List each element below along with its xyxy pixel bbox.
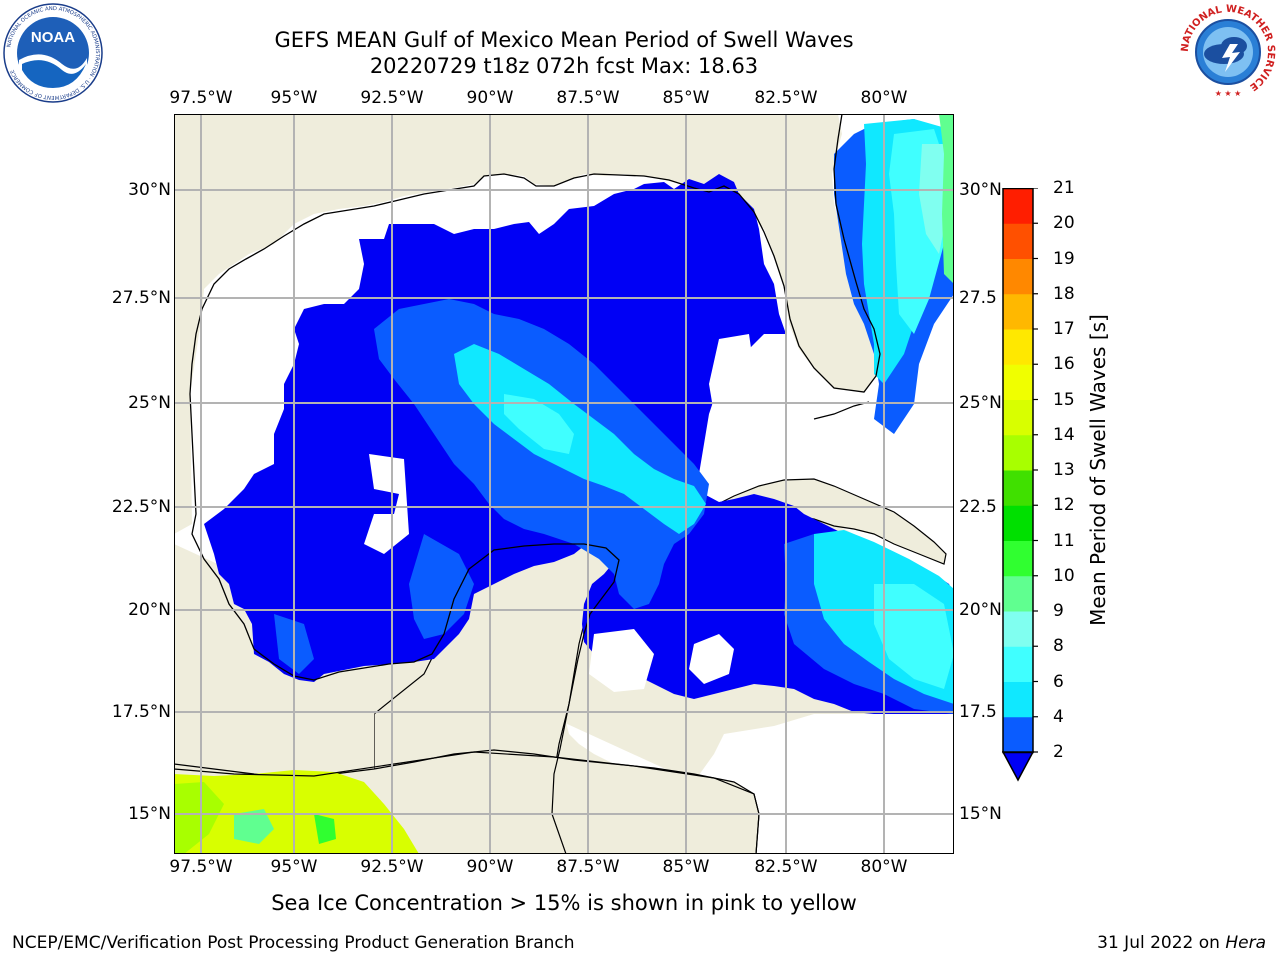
lon-label-top: 85°W <box>662 88 710 108</box>
colorbar-segment <box>1003 681 1033 718</box>
coastline-gulf <box>189 114 881 395</box>
swell-region-6-8s <box>504 394 574 454</box>
lat-label-right: 27.5 <box>959 288 997 308</box>
lon-label-bottom: 80°W <box>860 857 908 877</box>
lon-label-top: 80°W <box>860 88 908 108</box>
colorbar-label: Mean Period of Swell Waves [s] <box>1086 314 1110 626</box>
colorbar-segment <box>1003 223 1033 259</box>
colorbar-segment <box>1003 293 1033 330</box>
swell-region-8-9s <box>919 144 949 254</box>
colorbar-tick-label: 4 <box>1053 706 1064 727</box>
footer-host: Hera <box>1225 933 1266 953</box>
pacific-swell-green-b <box>234 809 274 844</box>
lon-label-bottom: 92.5°W <box>360 857 424 877</box>
pacific-swell-green-c <box>314 814 336 844</box>
lon-label-top: 87.5°W <box>556 88 620 108</box>
chart-title: GEFS MEAN Gulf of Mexico Mean Period of … <box>274 28 854 52</box>
nodata-patch-4 <box>689 634 734 684</box>
swell-period-map <box>174 114 954 854</box>
colorbar-tick-label: 18 <box>1053 283 1075 304</box>
colorbar-segment <box>1003 434 1033 471</box>
lat-label-right: 22.5 <box>959 497 997 517</box>
colorbar-tick-label: 9 <box>1053 601 1064 621</box>
colorbar-tick-label: 12 <box>1053 495 1075 516</box>
lat-label-right: 25°N <box>959 393 1002 413</box>
colorbar-tick-label: 13 <box>1053 460 1075 480</box>
colorbar-tick-label: 6 <box>1053 671 1064 692</box>
lon-label-top: 97.5°W <box>169 88 233 108</box>
lon-label-bottom: 95°W <box>270 857 318 877</box>
colorbar-under-triangle <box>1002 751 1035 782</box>
colorbar-segment <box>1003 470 1033 506</box>
swell-region-9-10s <box>939 114 954 284</box>
colorbar-segment <box>1003 188 1033 224</box>
colorbar-tick-label: 2 <box>1053 742 1064 762</box>
footer-date-text: 31 Jul 2022 on <box>1097 933 1226 953</box>
nws-logo: NATIONAL WEATHER SERVICE ★ ★ ★ <box>1180 4 1276 100</box>
swell-region-2-4s-b <box>409 534 474 639</box>
colorbar-segment <box>1003 716 1033 753</box>
footer-date: 31 Jul 2022 on Hera <box>1097 933 1266 953</box>
lat-label-left: 25°N <box>128 393 171 413</box>
svg-text:NOAA: NOAA <box>31 29 75 46</box>
colorbar-segment <box>1003 540 1033 577</box>
colorbar-tick-label: 21 <box>1053 178 1075 198</box>
colorbar-segment <box>1003 575 1033 612</box>
colorbar-tick-label: 16 <box>1053 354 1075 375</box>
colorbar-segment <box>1003 399 1033 436</box>
lon-label-bottom: 90°W <box>466 857 514 877</box>
chart-subtitle: 20220729 t18z 072h fcst Max: 18.63 <box>369 54 759 78</box>
swell-region-4-6s <box>454 344 706 534</box>
noaa-logo: NOAA NATIONAL OCEANIC AND ATMOSPHERIC AD… <box>3 3 103 103</box>
lon-label-top: 90°W <box>466 88 514 108</box>
lon-label-top: 92.5°W <box>360 88 424 108</box>
colorbar-tick-label: 20 <box>1053 213 1075 234</box>
colorbar-tick-label: 17 <box>1053 319 1075 339</box>
lat-label-left: 20°N <box>128 600 171 620</box>
colorbar-tick-label: 14 <box>1053 424 1075 445</box>
lat-label-left: 17.5°N <box>111 702 171 722</box>
colorbar-tick-label: 15 <box>1053 389 1075 410</box>
graticule <box>174 114 954 854</box>
lon-label-bottom: 87.5°W <box>556 857 620 877</box>
colorbar-tick-label: 8 <box>1053 636 1064 657</box>
lon-label-top: 95°W <box>270 88 318 108</box>
lat-label-left: 15°N <box>128 804 171 824</box>
lat-label-left: 27.5°N <box>111 288 171 308</box>
colorbar-tick-label: 10 <box>1053 565 1075 586</box>
lon-label-bottom: 85°W <box>662 857 710 877</box>
colorbar-segment <box>1003 258 1033 295</box>
coastline-central-america <box>174 751 760 854</box>
footer-credit: NCEP/EMC/Verification Post Processing Pr… <box>12 933 575 953</box>
lon-label-bottom: 82.5°W <box>754 857 818 877</box>
coastline-yucatan-east <box>551 633 585 854</box>
lat-label-left: 22.5°N <box>111 497 171 517</box>
lat-label-right: 15°N <box>959 804 1002 824</box>
pacific-swell-green <box>174 782 224 854</box>
colorbar-segment <box>1003 364 1033 400</box>
colorbar-segment <box>1003 611 1033 647</box>
colorbar-tick-label: 11 <box>1053 530 1075 551</box>
nodata-patch-3 <box>589 629 654 692</box>
colorbar <box>1002 188 1038 782</box>
colorbar-segment <box>1003 329 1033 365</box>
coastline-mexico <box>189 393 620 681</box>
nodata-patch-2 <box>709 334 754 414</box>
colorbar-segment <box>1003 646 1033 682</box>
lat-label-right: 30°N <box>959 180 1002 200</box>
sea-ice-note: Sea Ice Concentration > 15% is shown in … <box>271 891 857 915</box>
colorbar-segment <box>1003 505 1033 541</box>
lat-label-left: 30°N <box>128 180 171 200</box>
colorbar-tick-label: 19 <box>1053 248 1075 269</box>
lat-label-right: 17.5 <box>959 702 997 722</box>
nodata-patch-1 <box>364 454 409 554</box>
lat-label-right: 20°N <box>959 600 1002 620</box>
svg-text:★ ★ ★: ★ ★ ★ <box>1215 89 1242 98</box>
lon-label-top: 82.5°W <box>754 88 818 108</box>
lon-label-bottom: 97.5°W <box>169 857 233 877</box>
